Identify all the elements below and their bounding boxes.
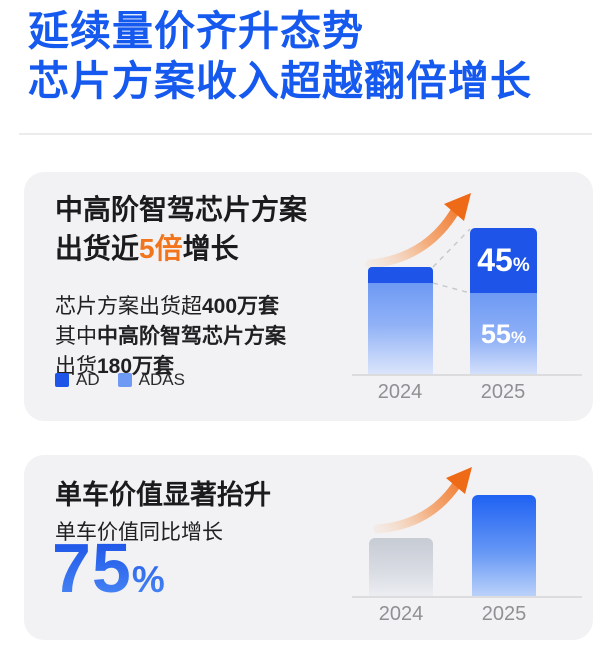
adas-percent-label: 55% bbox=[481, 319, 526, 350]
x-tick-2025: 2025 bbox=[480, 381, 526, 403]
x-axis-line bbox=[352, 374, 582, 376]
ad-color-swatch bbox=[55, 373, 69, 387]
card1-title-line2: 出货近5倍增长 bbox=[55, 229, 307, 268]
adas-percent-value: 55 bbox=[480, 318, 511, 349]
ad-percent-value: 45 bbox=[477, 242, 513, 278]
headline-line-2: 芯片方案收入超越翻倍增长 bbox=[28, 58, 532, 104]
segment-ad-2025: 45% bbox=[470, 228, 537, 293]
card2-subtitle: 单车价值同比增长 bbox=[55, 516, 223, 546]
bar-2024-value bbox=[369, 538, 433, 597]
adas-color-swatch bbox=[117, 373, 132, 387]
body-l1: 芯片方案出货超 bbox=[55, 295, 202, 318]
body-l1-bold: 400万套 bbox=[202, 295, 280, 318]
body-l3: 出货 bbox=[55, 355, 97, 378]
x-tick-2025: 2025 bbox=[481, 603, 527, 625]
ad-percent-label: 45% bbox=[477, 242, 530, 279]
title-pre: 出货近 bbox=[55, 233, 140, 264]
legend-label-adas: ADAS bbox=[138, 370, 185, 389]
card2-title: 单车价值显著抬升 bbox=[55, 480, 271, 510]
legend-item-ad: AD bbox=[55, 370, 100, 390]
card1-description: 芯片方案出货超400万套 其中中高阶智驾芯片方案 出货180万套 bbox=[55, 292, 286, 382]
x-tick-2024: 2024 bbox=[378, 603, 424, 625]
growth-arrow-icon bbox=[365, 193, 471, 269]
bar-2025-value bbox=[472, 495, 536, 597]
segment-adas-2024 bbox=[368, 283, 433, 375]
legend-label-ad: AD bbox=[76, 370, 100, 389]
chip-shipment-card: 中高阶智驾芯片方案 出货近5倍增长 芯片方案出货超400万套 其中中高阶智驾芯片… bbox=[24, 172, 593, 421]
growth-percent-value: 75% bbox=[52, 532, 166, 616]
growth-unit: % bbox=[131, 559, 166, 600]
growth-arrow-icon bbox=[373, 467, 472, 534]
x-tick-2024: 2024 bbox=[377, 381, 423, 403]
divider-line bbox=[19, 133, 592, 135]
body-l2-bold: 中高阶智驾芯片方案 bbox=[97, 325, 286, 348]
body-l3-bold: 180万套 bbox=[97, 355, 175, 378]
title-post: 增长 bbox=[182, 233, 239, 264]
legend-item-adas: ADAS bbox=[117, 370, 185, 390]
headline-line-1: 延续量价齐升态势 bbox=[28, 8, 364, 54]
card1-title: 中高阶智驾芯片方案 出货近5倍增长 bbox=[55, 190, 307, 268]
growth-number: 75 bbox=[52, 529, 132, 607]
bar-2024-stacked bbox=[368, 267, 433, 375]
vehicle-value-card: 单车价值显著抬升 单车价值同比增长 75% 2024 2025 bbox=[24, 455, 593, 640]
segment-ad-2024 bbox=[368, 267, 433, 283]
dashed-connector-lines bbox=[432, 228, 471, 294]
segment-adas-2025: 55% bbox=[470, 293, 537, 375]
card1-title-line1: 中高阶智驾芯片方案 bbox=[55, 194, 308, 225]
x-axis-line bbox=[352, 596, 582, 598]
bar-2025-stacked: 45% 55% bbox=[470, 228, 537, 375]
ad-percent-unit: % bbox=[512, 255, 530, 276]
page-title: 延续量价齐升态势 芯片方案收入超越翻倍增长 bbox=[28, 6, 532, 106]
body-l2: 其中 bbox=[55, 325, 97, 348]
adas-percent-unit: % bbox=[510, 327, 527, 347]
chart-legend: AD ADAS bbox=[55, 370, 185, 390]
title-highlight-5x: 5倍 bbox=[139, 233, 183, 264]
